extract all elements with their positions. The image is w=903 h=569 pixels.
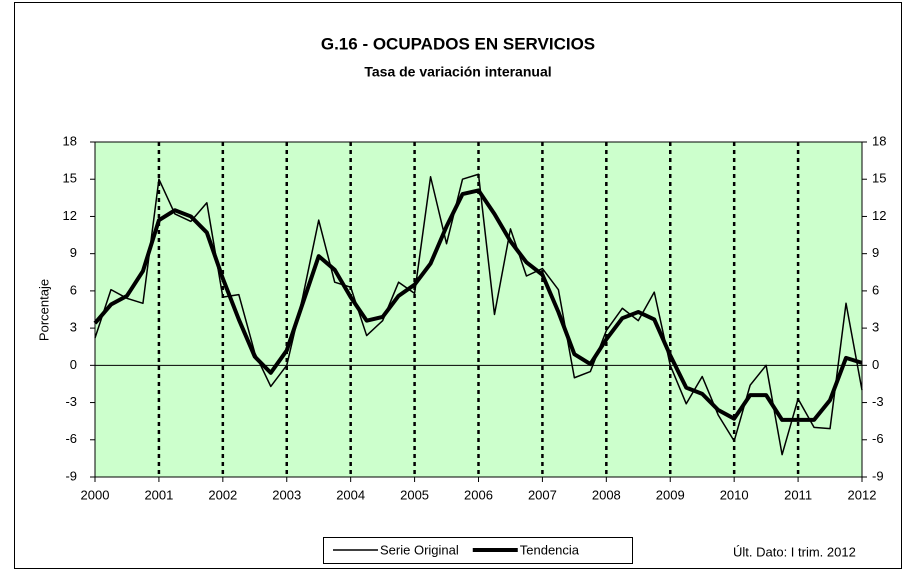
y2-tick-label: -6 [872,431,884,446]
x-tick-label: 2011 [784,487,812,502]
x-tick-label: 2010 [720,487,749,502]
chart-title: G.16 - OCUPADOS EN SERVICIOS [321,34,595,53]
y-tick-label: -9 [65,468,77,483]
x-tick-label: 2003 [272,487,301,502]
legend-label: Serie Original [380,542,459,557]
note: Últ. Dato: I trim. 2012 [733,544,856,559]
y2-tick-label: 3 [872,320,879,335]
y-tick-label: 0 [70,357,77,372]
y-tick-label: -3 [65,394,77,409]
y-tick-label: 9 [70,245,77,260]
x-tick-label: 2004 [336,487,365,502]
legend-label: Tendencia [520,542,580,557]
y2-tick-label: 12 [872,208,886,223]
y2-tick-label: 15 [872,171,886,186]
y-tick-label: 15 [63,171,77,186]
y2-tick-label: 6 [872,282,879,297]
x-tick-label: 2008 [592,487,621,502]
y2-tick-label: 0 [872,357,879,372]
x-tick-label: 2012 [848,487,877,502]
series-line [94,173,863,456]
chart-subtitle: Tasa de variación interanual [364,64,551,80]
x-tick-label: 2000 [81,487,110,502]
y2-tick-label: -3 [872,394,884,409]
x-tick-label: 2002 [208,487,237,502]
y-tick-label: -6 [65,431,77,446]
series-line [93,188,863,422]
x-tick-label: 2007 [528,487,557,502]
y2-tick-label: -9 [872,468,884,483]
y-tick-label: 6 [70,282,77,297]
y-tick-label: 12 [63,208,77,223]
x-tick-label: 2006 [464,487,493,502]
plot-area [94,141,863,478]
y2-tick-label: 18 [872,133,886,148]
x-tick-label: 2005 [400,487,429,502]
x-tick-label: 2009 [656,487,685,502]
y-axis-label: Porcentaje [36,279,51,341]
y2-tick-label: 9 [872,245,879,260]
x-tick-label: 2001 [144,487,173,502]
y-tick-label: 18 [63,133,77,148]
y-tick-label: 3 [70,320,77,335]
